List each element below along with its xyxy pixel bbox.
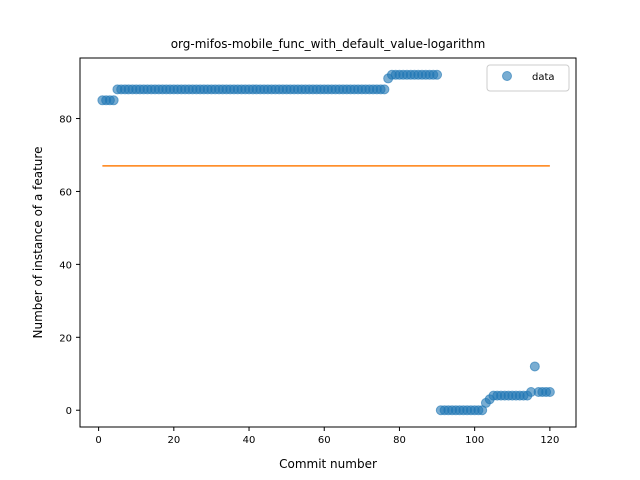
legend: data <box>486 64 570 92</box>
data-point <box>529 361 540 372</box>
series-layer <box>97 69 555 416</box>
x-tick-label: 80 <box>393 435 406 446</box>
x-tick-label: 100 <box>465 435 484 446</box>
chart-title: org-mifos-mobile_func_with_default_value… <box>171 37 486 51</box>
y-axis-label: Number of instance of a feature <box>31 147 45 339</box>
y-tick-label: 20 <box>59 333 72 344</box>
x-tick-label: 20 <box>167 435 180 446</box>
x-tick-label: 40 <box>243 435 256 446</box>
legend-label-data: data <box>532 72 555 83</box>
data-point <box>432 69 443 80</box>
plot-frame <box>79 57 577 428</box>
x-tick-label: 120 <box>540 435 559 446</box>
y-tick-label: 40 <box>59 260 72 271</box>
legend-marker-data <box>502 71 512 81</box>
x-tick-label: 60 <box>318 435 331 446</box>
legend-box <box>486 64 570 92</box>
data-point <box>108 95 119 106</box>
x-tick-label: 0 <box>95 435 101 446</box>
y-tick-label: 0 <box>66 406 72 417</box>
x-axis-label: Commit number <box>279 457 377 471</box>
data-point <box>544 386 555 397</box>
y-tick-label: 80 <box>59 115 72 126</box>
data-point <box>379 84 390 95</box>
ticks-layer: 0 20 40 60 80 100 120 0 20 40 60 80 <box>59 115 559 446</box>
y-tick-label: 60 <box>59 187 72 198</box>
